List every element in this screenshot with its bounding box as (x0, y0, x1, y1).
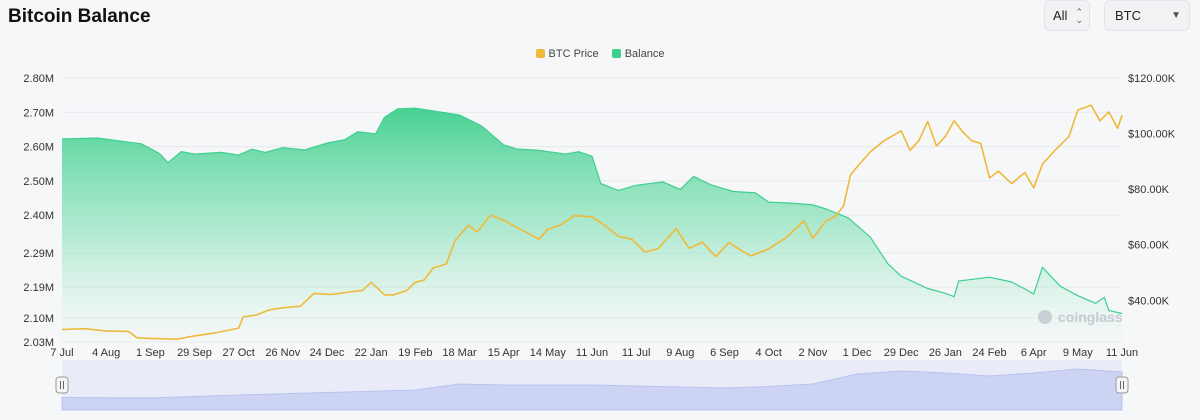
x-tick-label: 15 Apr (488, 347, 520, 359)
y-right-tick-label: $100.00K (1128, 129, 1176, 141)
series-group (61, 104, 1123, 342)
x-tick-label: 26 Jan (929, 347, 962, 359)
x-tick-label: 18 Mar (442, 347, 477, 359)
x-tick-label: 24 Feb (972, 347, 1006, 359)
x-tick-label: 11 Jun (1106, 347, 1138, 359)
y-left-tick-label: 2.50M (23, 176, 54, 188)
y-right-tick-label: $60.00K (1128, 240, 1170, 252)
series-balance-area (62, 108, 1122, 342)
x-tick-label: 1 Sep (136, 347, 165, 359)
x-tick-label: 6 Apr (1021, 347, 1047, 359)
x-tick-label: 9 May (1063, 347, 1093, 359)
watermark-text: coinglass (1058, 309, 1123, 325)
legend-item-price[interactable]: BTC Price (535, 48, 599, 60)
chart-legend: BTC Price Balance (0, 48, 1200, 60)
x-tick-label: 11 Jul (622, 347, 651, 359)
x-tick-label: 1 Dec (843, 347, 872, 359)
y-left-tick-label: 2.29M (23, 248, 54, 260)
navigator-area (61, 368, 1123, 411)
x-tick-label: 9 Aug (666, 347, 694, 359)
up-down-chevron-icon: ⌃ ⌄ (1075, 6, 1083, 25)
page-title: Bitcoin Balance (8, 6, 151, 27)
x-tick-label: 29 Sep (177, 347, 212, 359)
legend-label-balance: Balance (624, 48, 665, 60)
x-tick-label: 7 Jul (50, 347, 73, 359)
caret-down-icon: ▼ (1171, 10, 1181, 21)
currency-select-value: BTC (1115, 8, 1141, 23)
navigator-handle-left[interactable] (55, 376, 69, 394)
y-left-tick-label: 2.40M (23, 210, 54, 222)
y-left-tick-label: 2.10M (23, 313, 54, 325)
y-left-tick-label: 2.19M (23, 282, 54, 294)
coinglass-logo-icon (1038, 310, 1052, 324)
legend-swatch-balance (611, 49, 621, 58)
series-balance-line (61, 107, 1123, 315)
y-left-tick-label: 2.80M (23, 73, 54, 85)
range-select-value: All (1053, 8, 1068, 23)
x-tick-label: 27 Oct (222, 347, 254, 359)
x-tick-label: 6 Sep (710, 347, 739, 359)
navigator-handle-right[interactable] (1115, 376, 1129, 394)
x-tick-label: 4 Aug (92, 347, 120, 359)
currency-select[interactable]: BTC ▼ (1104, 0, 1190, 31)
range-navigator[interactable] (55, 360, 1129, 411)
y-right-tick-label: $40.00K (1128, 295, 1170, 307)
x-tick-label: 26 Nov (265, 347, 300, 359)
watermark: coinglass (1038, 309, 1123, 325)
y-right-tick-label: $80.00K (1128, 184, 1170, 196)
x-tick-label: 2 Nov (798, 347, 827, 359)
x-tick-label: 29 Dec (884, 347, 919, 359)
x-tick-label: 19 Feb (398, 347, 432, 359)
x-axis: 7 Jul 4 Aug 1 Sep 29 Sep 27 Oct 26 Nov 24 Dec 2… (50, 347, 1138, 359)
x-tick-label: 11 Jun (576, 347, 608, 359)
y-left-tick-label: 2.03M (23, 337, 54, 349)
x-tick-label: 4 Oct (756, 347, 782, 359)
x-tick-label: 24 Dec (310, 347, 345, 359)
x-tick-label: 22 Jan (355, 347, 388, 359)
y-axis-left: 2.80M 2.70M 2.60M 2.50M 2.40M 2.29M 2.19M 2.10M… (23, 73, 54, 349)
y-right-tick-label: $120.00K (1128, 73, 1176, 85)
x-tick-label: 14 May (530, 347, 567, 359)
legend-swatch-price (535, 49, 545, 58)
y-left-tick-label: 2.70M (23, 107, 54, 119)
y-axis-right: $120.00K $100.00K $80.00K $60.00K $40.00K (1128, 73, 1176, 307)
range-select[interactable]: All ⌃ ⌄ (1044, 0, 1090, 31)
legend-label-price: BTC Price (548, 48, 599, 60)
legend-item-balance[interactable]: Balance (611, 48, 665, 60)
y-left-tick-label: 2.60M (23, 142, 54, 154)
series-btc-price-line (61, 104, 1123, 340)
